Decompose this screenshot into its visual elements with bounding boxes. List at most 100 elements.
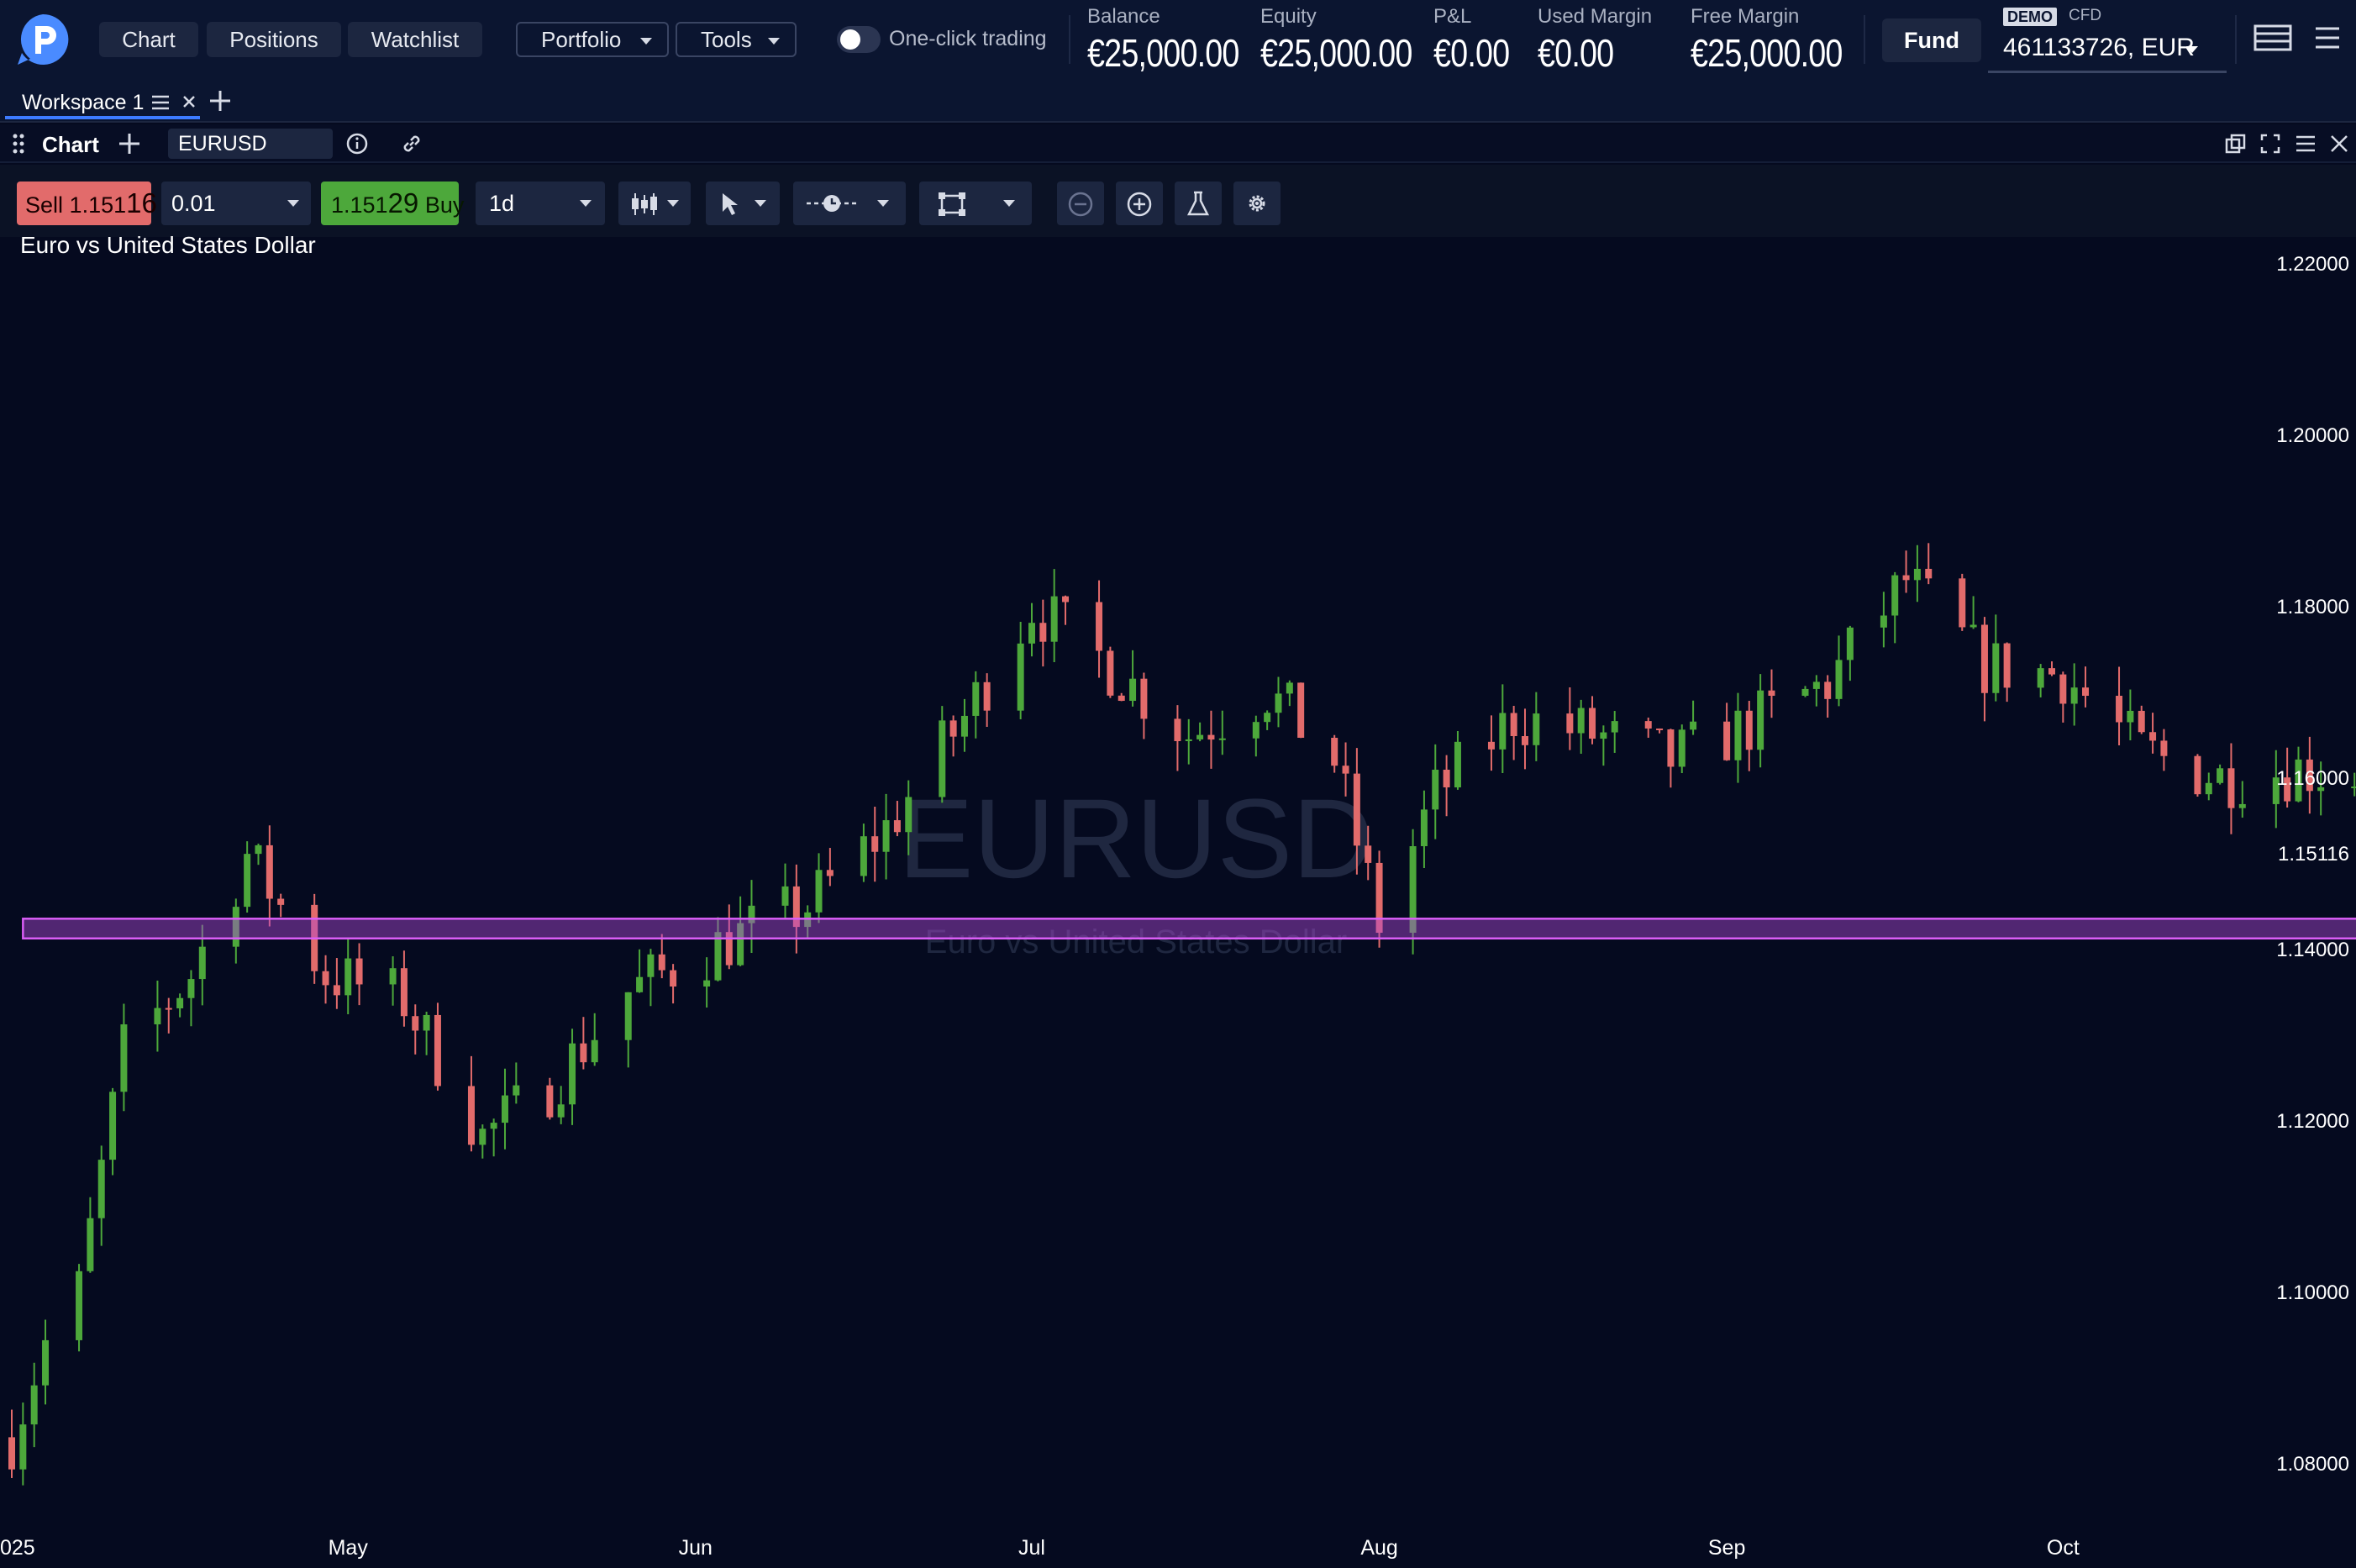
layout-icon[interactable] bbox=[2253, 24, 2292, 52]
candle-body bbox=[1275, 693, 1282, 713]
candle-body bbox=[1185, 739, 1192, 741]
add-chart-icon[interactable] bbox=[118, 132, 141, 155]
nav-watchlist-button[interactable]: Watchlist bbox=[348, 22, 482, 57]
workspace-tab[interactable]: Workspace 1 bbox=[5, 84, 200, 119]
candle-body bbox=[1107, 650, 1114, 696]
candle-body bbox=[1880, 615, 1887, 628]
candle-body bbox=[389, 968, 397, 985]
quantity-dropdown[interactable]: 0.01 bbox=[161, 182, 311, 225]
timeframe-value: 1d bbox=[489, 191, 515, 216]
time-tick-label: Sep bbox=[1708, 1536, 1745, 1560]
horizontal-line-icon bbox=[807, 195, 857, 212]
detach-window-icon[interactable] bbox=[2225, 134, 2247, 154]
zoom-out-button[interactable] bbox=[1057, 182, 1104, 225]
quantity-value: 0.01 bbox=[171, 191, 216, 216]
equity-value: €25,000.00 bbox=[1260, 31, 1412, 75]
candle-body bbox=[882, 820, 890, 852]
candle-body bbox=[19, 1424, 27, 1470]
candle-body bbox=[2217, 768, 2224, 783]
candle-body bbox=[826, 870, 834, 876]
timeframe-dropdown[interactable]: 1d bbox=[476, 182, 605, 225]
chart-settings-button[interactable] bbox=[1233, 182, 1281, 225]
candle-body bbox=[569, 1043, 576, 1105]
info-icon[interactable] bbox=[346, 133, 368, 155]
symbol-input[interactable]: EURUSD bbox=[168, 129, 333, 159]
shape-tool-button[interactable] bbox=[919, 182, 1032, 225]
candle-body bbox=[1521, 736, 1528, 745]
candles bbox=[8, 543, 2356, 1486]
drag-handle-icon[interactable] bbox=[12, 133, 25, 155]
tools-menu-button[interactable]: Tools bbox=[676, 22, 797, 57]
indicators-button[interactable] bbox=[1175, 182, 1222, 225]
candle-body bbox=[2351, 787, 2356, 789]
candle-body bbox=[1050, 596, 1058, 642]
candle-body bbox=[1365, 845, 1372, 863]
candle-body bbox=[423, 1014, 430, 1031]
chevron-down-icon[interactable] bbox=[2186, 46, 2198, 53]
watermark-name: Euro vs United States Dollar bbox=[925, 923, 1347, 960]
candle-body bbox=[322, 971, 329, 986]
candle-body bbox=[1487, 741, 1495, 750]
buy-button[interactable]: 1.15129 Buy bbox=[321, 182, 464, 225]
list-icon[interactable] bbox=[151, 94, 170, 111]
hamburger-menu-icon[interactable] bbox=[2314, 24, 2341, 52]
candle-body bbox=[479, 1129, 486, 1145]
candle-body bbox=[1913, 568, 1921, 581]
zoom-in-button[interactable] bbox=[1116, 182, 1163, 225]
add-workspace-icon[interactable] bbox=[208, 89, 232, 113]
sell-price-prefix: 1.151 bbox=[69, 192, 127, 218]
price-chart[interactable]: EURUSD Euro vs United States Dollar 1.22… bbox=[0, 237, 2356, 1568]
drawing-tool-button[interactable] bbox=[793, 182, 906, 225]
chart-type-button[interactable] bbox=[618, 182, 691, 225]
candle-body bbox=[983, 681, 991, 711]
close-tab-icon[interactable] bbox=[181, 94, 197, 109]
candle-body bbox=[703, 980, 711, 987]
candle-body bbox=[2059, 674, 2067, 704]
zoom-out-icon bbox=[1068, 192, 1093, 217]
candle-body bbox=[255, 845, 262, 855]
candle-body bbox=[1331, 737, 1338, 766]
panel-menu-icon[interactable] bbox=[2296, 134, 2316, 153]
candle-body bbox=[871, 836, 879, 852]
time-axis[interactable]: 025MayJunJulAugSepOctNovDec2026FebMar bbox=[0, 1536, 2356, 1560]
candle-body bbox=[1207, 734, 1215, 740]
chart-panel-header: Chart EURUSD bbox=[0, 124, 2356, 163]
workspace-tab-label: Workspace 1 bbox=[22, 91, 145, 114]
price-axis[interactable]: 1.22000 1.20000 1.18000 1.16000 1.14000 1.120… bbox=[2276, 253, 2349, 1476]
account-selector[interactable]: 461133726, EUR bbox=[2003, 34, 2195, 61]
pnl-value: €0.00 bbox=[1433, 31, 1510, 75]
candle-body bbox=[434, 1014, 441, 1087]
candle-body bbox=[1757, 690, 1764, 750]
one-click-trading-toggle[interactable] bbox=[837, 26, 881, 53]
fund-button[interactable]: Fund bbox=[1882, 18, 1981, 62]
broker-logo-icon[interactable] bbox=[15, 12, 71, 67]
price-tick-label: 1.10000 bbox=[2276, 1281, 2349, 1304]
candle-body bbox=[905, 797, 912, 833]
close-panel-icon[interactable] bbox=[2329, 134, 2349, 154]
sell-button[interactable]: Sell 1.15116 bbox=[17, 182, 157, 225]
candle-body bbox=[893, 820, 901, 833]
sell-label: Sell bbox=[25, 192, 64, 218]
portfolio-menu-button[interactable]: Portfolio bbox=[516, 22, 669, 57]
flask-icon bbox=[1186, 191, 1210, 216]
candle-body bbox=[1577, 708, 1585, 734]
candle-body bbox=[1768, 690, 1775, 697]
candle-body bbox=[355, 958, 363, 985]
chevron-down-icon bbox=[287, 200, 299, 207]
candle-body bbox=[1600, 732, 1607, 739]
drawings[interactable] bbox=[22, 371, 2356, 1022]
nav-chart-button[interactable]: Chart bbox=[99, 22, 198, 57]
cursor-arrow-icon bbox=[723, 193, 738, 215]
price-tick-label: 1.20000 bbox=[2276, 424, 2349, 447]
workspace-bar: Workspace 1 bbox=[0, 81, 2356, 123]
equity-label: Equity bbox=[1260, 5, 1317, 28]
divider bbox=[1069, 15, 1070, 64]
maximize-icon[interactable] bbox=[2260, 134, 2280, 154]
chevron-down-icon bbox=[877, 200, 889, 207]
cursor-tool-button[interactable] bbox=[706, 182, 780, 225]
candle-body bbox=[76, 1271, 83, 1340]
chart-area[interactable] bbox=[0, 237, 2356, 1568]
nav-positions-button[interactable]: Positions bbox=[207, 22, 341, 57]
link-icon[interactable] bbox=[400, 132, 423, 155]
support-zone-rectangle[interactable] bbox=[22, 918, 2356, 940]
